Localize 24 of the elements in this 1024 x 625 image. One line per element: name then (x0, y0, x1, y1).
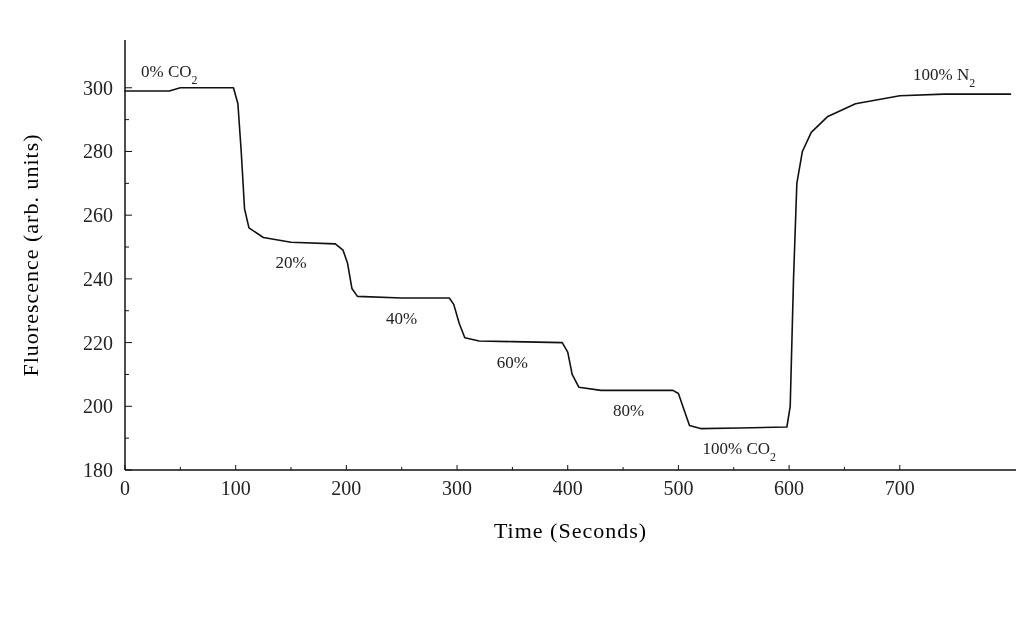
y-axis-title: Fluorescence (arb. units) (18, 133, 43, 377)
x-tick-label: 700 (884, 477, 915, 499)
annotation: 20% (275, 253, 307, 273)
y-tick-label: 260 (83, 204, 113, 227)
x-axis-title: Time (Seconds) (493, 518, 648, 543)
y-tick-label: 200 (83, 395, 113, 418)
annotation: 60% (496, 352, 528, 372)
y-tick-label: 220 (83, 331, 113, 354)
y-tick-label: 180 (83, 459, 113, 481)
annotation: 0% CO$_{2}$ (141, 61, 198, 87)
y-tick-label: 300 (83, 76, 113, 99)
y-tick-label: 240 (83, 267, 113, 290)
annotation: 100% CO$_{2}$ (702, 438, 777, 464)
y-tick-label: 280 (83, 140, 113, 163)
x-tick-label: 200 (331, 477, 362, 499)
x-tick-label: 600 (774, 477, 805, 499)
x-tick-label: 400 (552, 477, 583, 499)
annotation: 80% (613, 401, 645, 421)
annotation: 40% (386, 309, 418, 328)
annotation: 100% N$_{2}$ (912, 65, 976, 91)
x-tick-label: 500 (663, 477, 694, 499)
x-tick-label: 100 (220, 477, 251, 499)
x-tick-label: 300 (442, 477, 473, 499)
x-tick-label: 0 (120, 477, 130, 499)
